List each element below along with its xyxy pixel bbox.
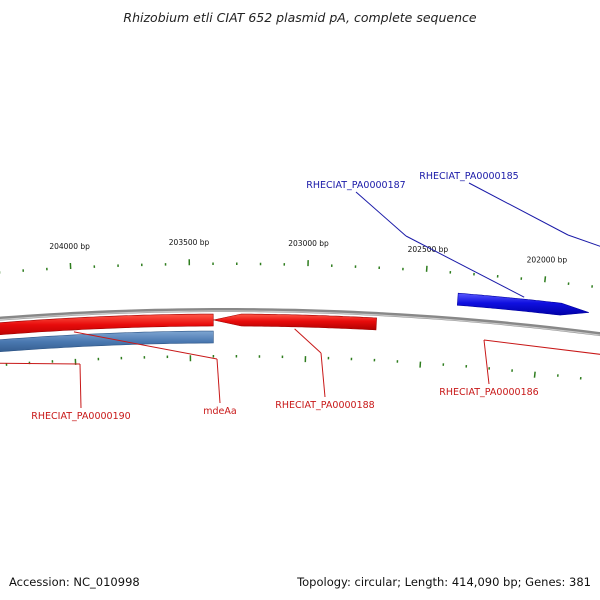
leader-line xyxy=(405,235,525,298)
leader-line xyxy=(216,358,221,404)
map-title: Rhizobium etli CIAT 652 plasmid pA, comp… xyxy=(123,10,476,25)
outer-tick-ring xyxy=(0,259,594,288)
gene-labels: RHECIAT_PA0000190 mdeAa RHECIAT_PA0000188 R… xyxy=(31,171,538,422)
gene-label[interactable]: RHECIAT_PA0000188 xyxy=(275,400,374,411)
inner-tick-ring xyxy=(5,355,582,380)
accession-text: Accession: NC_010998 xyxy=(9,575,140,589)
gene-label[interactable]: RHECIAT_PA0000187 xyxy=(306,180,405,191)
gene-label[interactable]: RHECIAT_PA0000185 xyxy=(419,171,518,182)
leader-line xyxy=(567,234,600,247)
inner-tick-major xyxy=(533,371,536,378)
gene-187[interactable] xyxy=(456,292,589,316)
leader-line xyxy=(73,331,218,360)
gene-label[interactable]: RHECIAT_PA0000186 xyxy=(439,387,538,398)
topology-summary: Topology: circular; Length: 414,090 bp; … xyxy=(296,575,591,589)
position-label: 203000 bp xyxy=(288,239,329,248)
gene-188[interactable] xyxy=(213,313,377,331)
position-labels: 205500 bp205000 bp204500 bp204000 bp2035… xyxy=(49,238,568,264)
label-leaders xyxy=(0,182,600,409)
gene-features xyxy=(0,292,589,355)
leader-line xyxy=(79,363,82,409)
gene-label[interactable]: mdeAa xyxy=(203,406,236,417)
leader-line xyxy=(468,182,569,236)
position-label: 203500 bp xyxy=(169,238,210,247)
leader-line xyxy=(294,328,322,354)
position-label: 202500 bp xyxy=(408,245,449,254)
position-label: 202000 bp xyxy=(527,255,568,264)
leader-line xyxy=(0,362,81,365)
leader-line xyxy=(355,191,407,237)
outer-tick-major xyxy=(544,276,547,283)
leader-line xyxy=(483,339,490,385)
gene-label[interactable]: RHECIAT_PA0000190 xyxy=(31,411,130,422)
position-label: 204000 bp xyxy=(49,242,90,251)
plasmid-backbone xyxy=(0,308,600,337)
leader-line xyxy=(483,339,600,355)
gene-rna-mdeaa[interactable] xyxy=(0,330,214,355)
leader-line xyxy=(320,352,326,398)
plasmid-backbone-highlight xyxy=(0,310,600,336)
